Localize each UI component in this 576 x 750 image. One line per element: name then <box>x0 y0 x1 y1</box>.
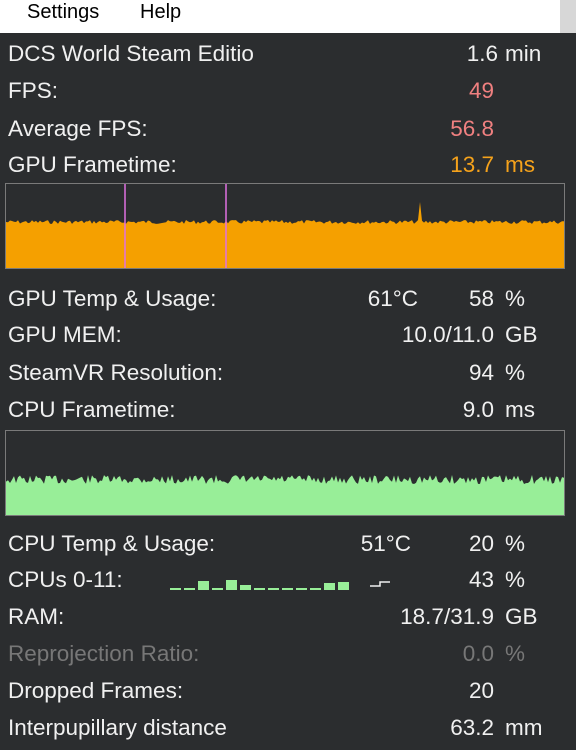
cpu-frametime-graph-svg <box>6 475 564 515</box>
cpu-frametime-label: CPU Frametime: <box>8 397 176 422</box>
dropped-frames-row: Dropped Frames: 20 <box>0 672 576 709</box>
fps-row: FPS: 49 <box>0 72 576 109</box>
reprojection-unit: % <box>505 641 526 666</box>
reprojection-row: Reprojection Ratio: 0.0 % <box>0 635 576 672</box>
avg-fps-value: 56.8 <box>450 116 494 141</box>
cpu-frametime-row: CPU Frametime: 9.0 ms <box>0 391 576 428</box>
fps-label: FPS: <box>8 78 59 103</box>
reprojection-label: Reprojection Ratio: <box>8 641 200 666</box>
app-row: DCS World Steam Editio 1.6 min <box>0 35 576 72</box>
app-runtime-value: 1.6 <box>466 41 498 66</box>
cpu-core-bar <box>226 580 237 590</box>
cpu-temp-row: CPU Temp & Usage: 51°C 20 % <box>0 525 576 562</box>
gpu-temp-label: GPU Temp & Usage: <box>8 286 217 311</box>
gpu-usage-value: 58 <box>468 286 494 311</box>
cpus-usage-value: 43 <box>468 567 494 592</box>
cpu-core-bar <box>212 588 223 590</box>
gpu-frametime-unit: ms <box>505 152 535 177</box>
gpu-mem-unit: GB <box>505 322 538 347</box>
cpu-core-bar <box>254 588 265 590</box>
gpu-frametime-value: 13.7 <box>450 152 494 177</box>
steamvr-res-row: SteamVR Resolution: 94 % <box>0 354 576 391</box>
dropped-frames-label: Dropped Frames: <box>8 678 184 703</box>
cpus-usage-unit: % <box>505 567 526 592</box>
steamvr-res-value: 94 <box>468 360 494 385</box>
cpu-core-bar <box>296 588 307 590</box>
cpus-label: CPUs 0-11: <box>8 567 123 592</box>
gpu-usage-unit: % <box>505 286 526 311</box>
gpu-temp-row: GPU Temp & Usage: 61°C 58 % <box>0 280 576 317</box>
cpu-frametime-trace <box>6 475 564 515</box>
cpu-core-bar <box>310 588 321 590</box>
gpu-frametime-graph <box>5 183 565 269</box>
app-name: DCS World Steam Editio <box>8 41 254 66</box>
cpu-frametime-unit: ms <box>505 397 535 422</box>
avg-fps-label: Average FPS: <box>8 116 148 141</box>
ipd-value: 63.2 <box>450 715 494 740</box>
cpu-core-bar <box>240 585 251 590</box>
ipd-label: Interpupillary distance <box>8 715 227 740</box>
fps-value: 49 <box>468 78 494 103</box>
cpu-frametime-graph <box>5 430 565 516</box>
cpu-core-bar <box>268 588 279 590</box>
avg-fps-row: Average FPS: 56.8 <box>0 110 576 147</box>
menu-settings[interactable]: Settings <box>27 1 100 23</box>
cpu-temp-value: 51°C <box>360 531 411 556</box>
dropped-frames-value: 20 <box>468 678 494 703</box>
reprojection-value: 0.0 <box>462 641 494 666</box>
ram-value: 18.7/31.9 <box>400 604 494 629</box>
cpu-core-bar <box>198 581 209 590</box>
gpu-mem-row: GPU MEM: 10.0/11.0 GB <box>0 316 576 353</box>
gpu-frametime-row: GPU Frametime: 13.7 ms <box>0 146 576 183</box>
cpu-core-bar <box>184 588 195 590</box>
ram-row: RAM: 18.7/31.9 GB <box>0 598 576 635</box>
cpu-core-bar <box>282 588 293 590</box>
ipd-unit: mm <box>505 715 543 740</box>
cpu-usage-sparkline <box>370 581 390 587</box>
cpu-core-bar <box>170 588 181 590</box>
ram-unit: GB <box>505 604 538 629</box>
gpu-mem-label: GPU MEM: <box>8 322 122 347</box>
gpu-frametime-graph-svg <box>6 184 564 268</box>
gpu-frametime-label: GPU Frametime: <box>8 152 177 177</box>
menu-help[interactable]: Help <box>140 1 182 23</box>
cpu-core-bar <box>324 583 335 590</box>
ram-label: RAM: <box>8 604 65 629</box>
gpu-temp-value: 61°C <box>367 286 418 311</box>
menu-bar-edge <box>560 0 576 33</box>
gpu-frametime-trace <box>6 202 564 268</box>
cpu-core-bar <box>338 582 349 590</box>
gpu-mem-value: 10.0/11.0 <box>401 322 494 347</box>
steamvr-res-unit: % <box>505 360 526 385</box>
cpu-frametime-value: 9.0 <box>462 397 494 422</box>
steamvr-res-label: SteamVR Resolution: <box>8 360 224 385</box>
cpu-core-bars <box>170 580 390 590</box>
cpu-temp-label: CPU Temp & Usage: <box>8 531 216 556</box>
menu-bar: Settings Help <box>0 0 576 33</box>
app-runtime-unit: min <box>505 41 542 66</box>
cpus-row: CPUs 0-11: 43 % <box>0 561 576 598</box>
ipd-row: Interpupillary distance 63.2 mm <box>0 709 576 746</box>
cpu-usage-unit: % <box>505 531 526 556</box>
cpu-usage-value: 20 <box>468 531 494 556</box>
